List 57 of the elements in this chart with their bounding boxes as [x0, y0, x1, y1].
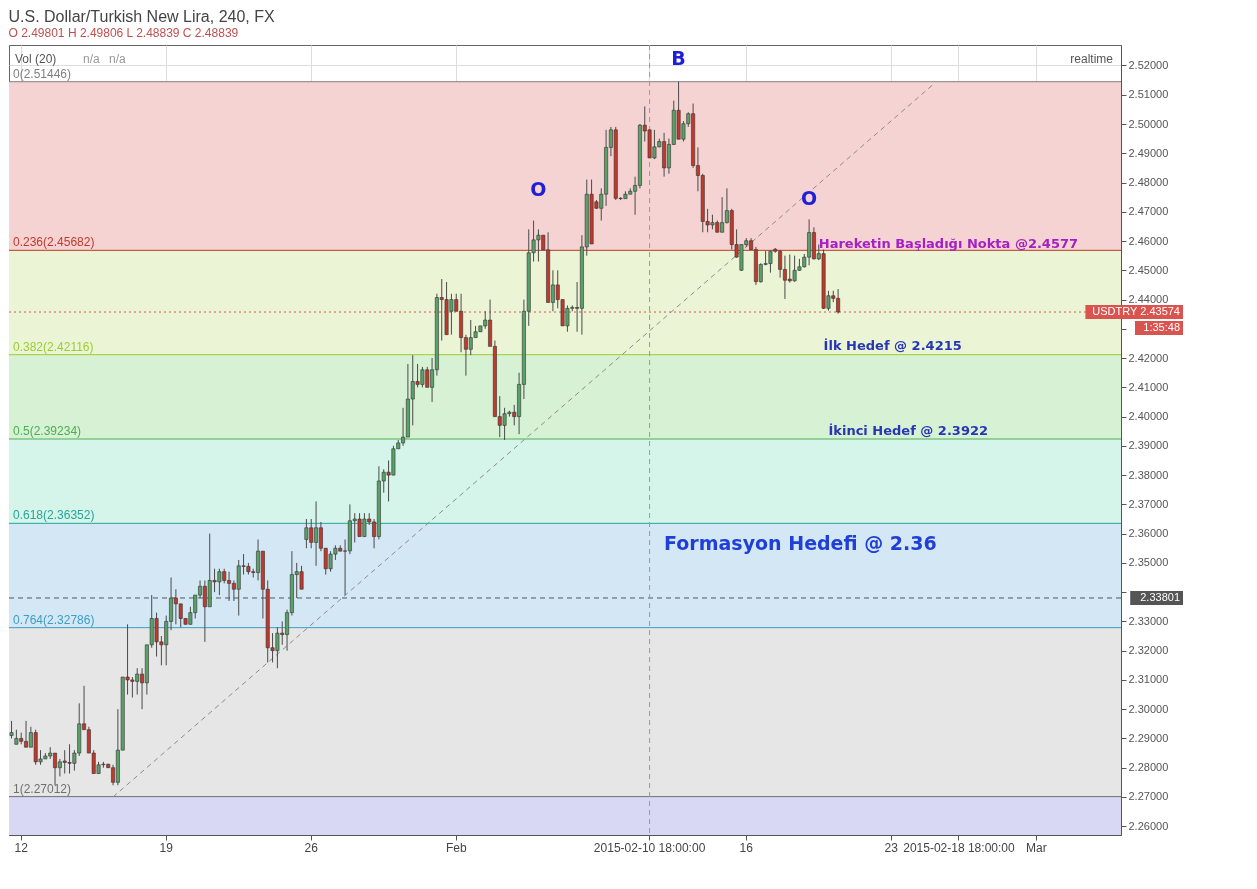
- y-tick-label: 2.31000: [1128, 673, 1169, 686]
- ref-line-label: 0.236(2.45682): [13, 235, 95, 250]
- y-tick-label: 2.46000: [1128, 234, 1169, 247]
- y-tick-label: 2.52000: [1128, 58, 1169, 71]
- annotation: İkinci Hedef @ 2.3922: [828, 423, 989, 439]
- y-tick-label: 2.48000: [1128, 176, 1169, 189]
- y-tick-label: 2.32000: [1128, 644, 1169, 657]
- y-tick-label: 2.36000: [1128, 527, 1169, 540]
- y-tick-label: 2.37000: [1128, 497, 1169, 510]
- x-tick-label: Mar: [1025, 840, 1047, 855]
- annotation: Hareketin Başladığı Nokta @2.4577: [818, 235, 1079, 251]
- y-tick-label: 2.35000: [1128, 556, 1169, 569]
- ref-line-label: 1(2.27012): [13, 781, 72, 796]
- annotation: Vol (20): [15, 52, 57, 66]
- y-tick-label: 2.30000: [1128, 702, 1169, 715]
- ref-line-label: 0.618(2.36352): [13, 508, 95, 523]
- annotation: O: [801, 187, 818, 209]
- chart-title: U.S. Dollar/Turkish New Lira, 240, FX: [8, 7, 275, 25]
- annotation: B: [671, 47, 686, 69]
- text: 1:35:48: [1143, 321, 1180, 334]
- y-tick-label: 2.28000: [1128, 761, 1169, 774]
- ref-line-label: 0.382(2.42116): [13, 339, 94, 354]
- y-tick-label: 2.42000: [1128, 351, 1169, 364]
- ref-line-label: 2.33801: [1140, 590, 1180, 603]
- y-tick-label: 2.41000: [1128, 380, 1169, 393]
- x-tick-label: 16: [739, 840, 754, 855]
- ref-line-label: USDTRY 2.43574: [1092, 305, 1180, 318]
- x-tick-label: 23: [884, 840, 899, 855]
- x-tick-label: Feb: [445, 840, 467, 855]
- y-tick-label: 2.51000: [1128, 88, 1169, 101]
- y-tick-label: 2.27000: [1128, 790, 1169, 803]
- y-tick-label: 2.40000: [1128, 410, 1169, 423]
- ref-line-label: 0.5(2.39234): [13, 424, 82, 439]
- y-tick-label: 2.47000: [1128, 205, 1169, 218]
- chart-subtitle: O 2.49801 H 2.49806 L 2.48839 C 2.48839: [8, 25, 239, 40]
- x-tick-label: 26: [304, 840, 319, 855]
- y-tick-label: 2.45000: [1128, 263, 1169, 276]
- ref-line-label: 0(2.51446): [13, 66, 72, 81]
- y-tick-label: 2.26000: [1128, 819, 1169, 832]
- y-tick-label: 2.50000: [1128, 117, 1169, 130]
- y-tick-label: 2.39000: [1128, 439, 1169, 452]
- x-tick-label: 12: [14, 840, 29, 855]
- annotation: İlk Hedef @ 2.4215: [823, 337, 962, 353]
- y-tick-label: 2.38000: [1128, 468, 1169, 481]
- x-tick-label: 2015-02-10 18:00:00: [593, 840, 706, 855]
- y-tick-label: 2.29000: [1128, 731, 1169, 744]
- annotation: n/a: [109, 52, 127, 66]
- annotation: O: [530, 178, 547, 200]
- annotation: Formasyon Hedefi @ 2.36: [664, 532, 937, 554]
- x-tick-label: 19: [159, 840, 174, 855]
- ref-line-label: 0.764(2.32786): [13, 612, 95, 627]
- y-tick-label: 2.44000: [1128, 293, 1169, 306]
- y-tick-label: 2.33000: [1128, 614, 1169, 627]
- annotation: realtime: [1070, 52, 1114, 66]
- annotation: n/a: [83, 52, 101, 66]
- y-tick-label: 2.49000: [1128, 146, 1169, 159]
- x-tick-label: 2015-02-18 18:00:00: [903, 840, 1015, 855]
